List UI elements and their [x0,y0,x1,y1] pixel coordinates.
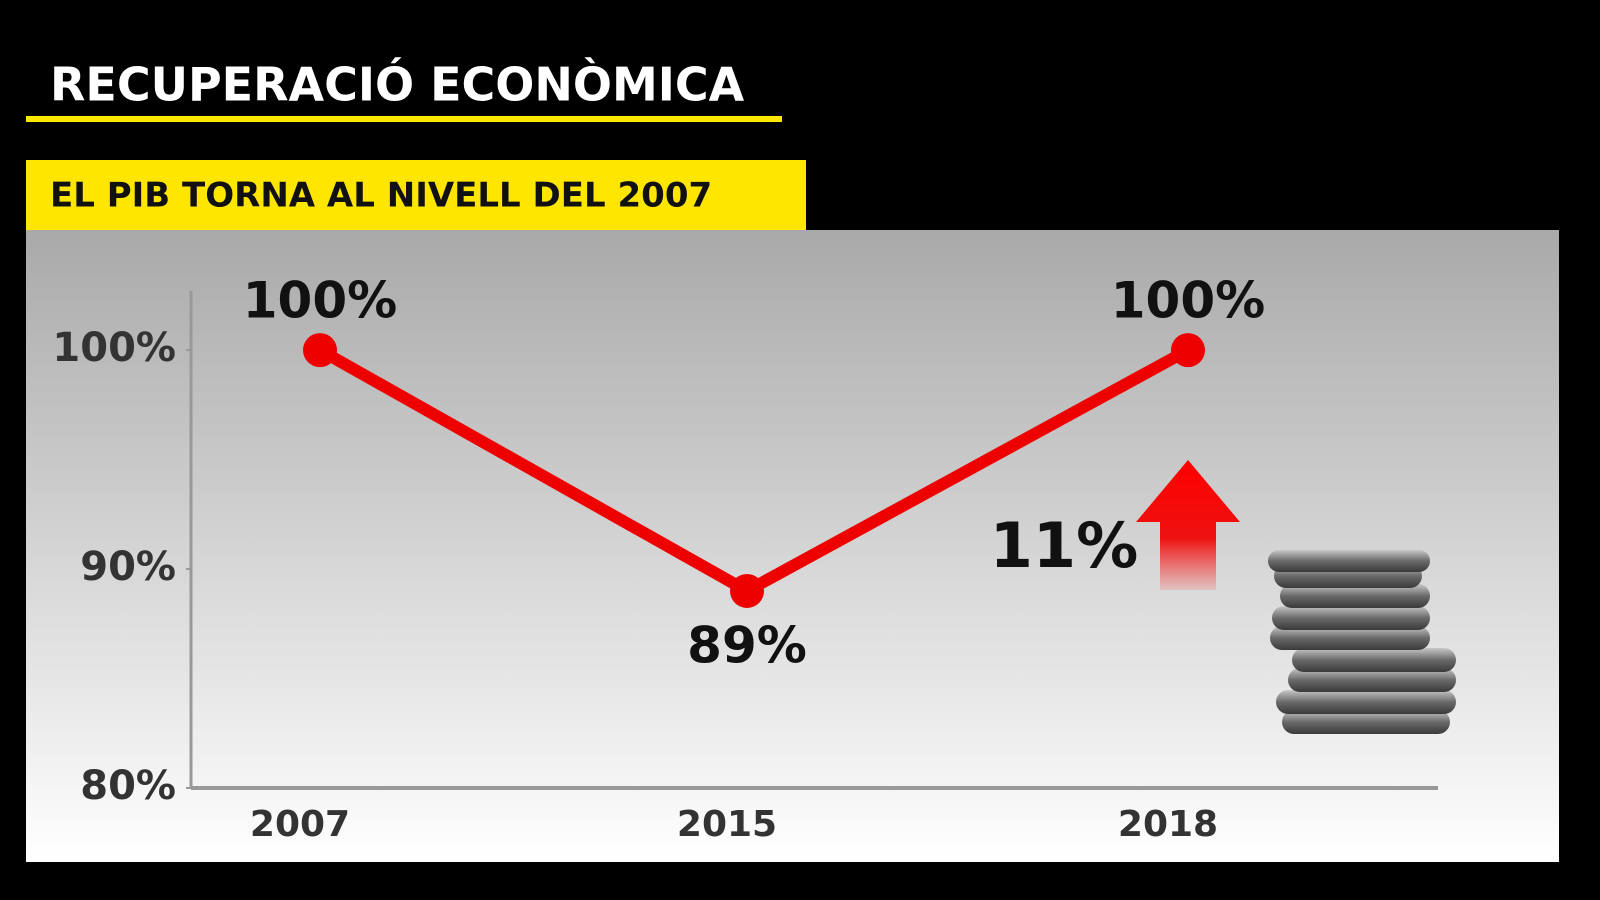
x-tick-label: 2015 [677,804,777,845]
coins [1268,550,1456,734]
x-tick-label: 2018 [1118,804,1218,845]
point [1171,333,1205,368]
up-arrow [1136,460,1240,590]
data-label: 89% [687,616,807,674]
y-tick-label: 100% [52,325,176,371]
title-underline [26,116,782,122]
y-tick-label: 80% [80,763,176,809]
point [730,573,764,608]
data-label: 100% [243,272,397,330]
data-label: 100% [1111,272,1265,330]
point [303,333,337,368]
title: RECUPERACIÓ ECONÒMICA [50,58,745,112]
y-tick-label: 90% [80,544,176,590]
subtitle: EL PIB TORNA AL NIVELL DEL 2007 [50,176,712,216]
annotation: 11% [990,509,1138,582]
chart-panel [26,230,1559,862]
x-tick-label: 2007 [250,804,350,845]
subtitle-box [26,160,806,230]
